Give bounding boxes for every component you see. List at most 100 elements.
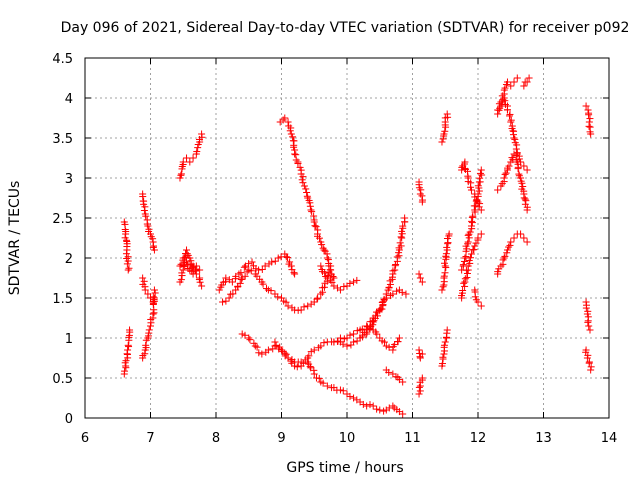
data-point-plus xyxy=(323,382,331,390)
data-point-plus xyxy=(585,111,593,119)
data-point-plus xyxy=(287,130,295,138)
series-arc-18 xyxy=(415,178,427,206)
data-point-plus xyxy=(274,254,282,262)
data-point-plus xyxy=(415,346,423,354)
data-point-plus xyxy=(320,283,328,291)
data-point-plus xyxy=(241,272,249,280)
data-point-plus xyxy=(306,363,314,371)
data-point-plus xyxy=(438,360,446,368)
data-point-plus xyxy=(440,272,448,280)
data-point-plus xyxy=(245,334,253,342)
data-point-plus xyxy=(398,288,406,296)
data-point-plus xyxy=(350,338,358,346)
y-tick-label: 0.5 xyxy=(52,372,73,387)
x-tick-label: 10 xyxy=(339,431,356,446)
data-point-plus xyxy=(139,274,147,282)
data-point-plus xyxy=(415,390,423,398)
series-arc-32 xyxy=(494,230,531,278)
data-point-plus xyxy=(510,134,518,142)
data-point-plus xyxy=(474,182,482,190)
series-arc-35 xyxy=(582,298,594,334)
series-arc-24 xyxy=(438,326,451,370)
data-point-plus xyxy=(177,170,185,178)
data-point-plus xyxy=(339,387,347,395)
data-point-plus xyxy=(442,250,450,258)
data-point-plus xyxy=(391,341,399,349)
x-tick-label: 7 xyxy=(146,431,154,446)
data-point-plus xyxy=(310,218,318,226)
data-point-plus xyxy=(276,343,284,351)
data-point-plus xyxy=(466,259,474,267)
data-point-plus xyxy=(439,135,447,143)
data-point-plus xyxy=(504,106,512,114)
data-point-plus xyxy=(317,342,325,350)
data-point-plus xyxy=(299,179,307,187)
data-point-plus xyxy=(494,186,502,194)
series-arc-03 xyxy=(139,190,158,254)
data-point-plus xyxy=(587,363,595,371)
data-point-plus xyxy=(467,186,475,194)
data-point-plus xyxy=(292,151,300,159)
data-point-plus xyxy=(196,278,204,286)
data-point-plus xyxy=(284,118,292,126)
data-point-plus xyxy=(310,346,318,354)
data-point-plus xyxy=(477,166,485,174)
data-point-plus xyxy=(140,206,148,214)
x-tick-label: 8 xyxy=(212,431,220,446)
data-point-plus xyxy=(513,74,521,82)
data-point-plus xyxy=(304,302,312,310)
data-point-plus xyxy=(321,269,329,277)
data-point-plus xyxy=(391,266,399,274)
data-point-plus xyxy=(350,394,358,402)
data-point-plus xyxy=(503,246,511,254)
data-point-plus xyxy=(247,267,255,275)
data-point-plus xyxy=(443,110,451,118)
data-point-plus xyxy=(293,363,301,371)
data-point-plus xyxy=(418,350,426,358)
data-point-plus xyxy=(149,293,157,301)
x-tick-label: 9 xyxy=(277,431,285,446)
data-point-plus xyxy=(219,298,227,306)
series-arc-20 xyxy=(415,346,426,362)
data-point-plus xyxy=(520,162,528,170)
data-point-plus xyxy=(189,263,197,271)
series-arc-27 xyxy=(458,230,485,302)
data-point-plus xyxy=(150,246,158,254)
data-point-plus xyxy=(416,274,424,282)
data-point-plus xyxy=(373,405,381,413)
data-point-plus xyxy=(469,212,477,220)
data-point-plus xyxy=(282,350,290,358)
data-point-plus xyxy=(439,353,447,361)
data-point-plus xyxy=(253,343,261,351)
data-point-plus xyxy=(124,257,132,265)
data-point-plus xyxy=(241,331,249,339)
x-tick-label: 12 xyxy=(470,431,487,446)
data-point-plus xyxy=(308,208,316,216)
data-point-plus xyxy=(477,206,485,214)
series-arc-36 xyxy=(582,346,595,374)
data-point-plus xyxy=(394,338,402,346)
data-point-plus xyxy=(402,290,410,298)
data-point-plus xyxy=(302,185,310,193)
data-point-plus xyxy=(264,346,272,354)
data-point-plus xyxy=(124,266,132,274)
data-point-plus xyxy=(312,223,320,231)
data-point-plus xyxy=(441,269,449,277)
data-point-plus xyxy=(284,354,292,362)
data-point-plus xyxy=(330,338,338,346)
data-point-plus xyxy=(501,97,509,105)
data-point-plus xyxy=(474,298,482,306)
data-point-plus xyxy=(307,348,315,356)
data-point-plus xyxy=(520,82,528,90)
data-point-plus xyxy=(294,160,302,168)
data-point-plus xyxy=(246,336,254,344)
data-point-plus xyxy=(183,250,191,258)
data-point-plus xyxy=(150,286,158,294)
data-point-plus xyxy=(468,217,476,225)
data-point-plus xyxy=(442,264,450,272)
data-point-plus xyxy=(251,342,259,350)
data-point-plus xyxy=(248,258,256,266)
data-point-plus xyxy=(494,110,502,118)
series-arc-22 xyxy=(438,110,452,146)
data-point-plus xyxy=(523,78,531,86)
